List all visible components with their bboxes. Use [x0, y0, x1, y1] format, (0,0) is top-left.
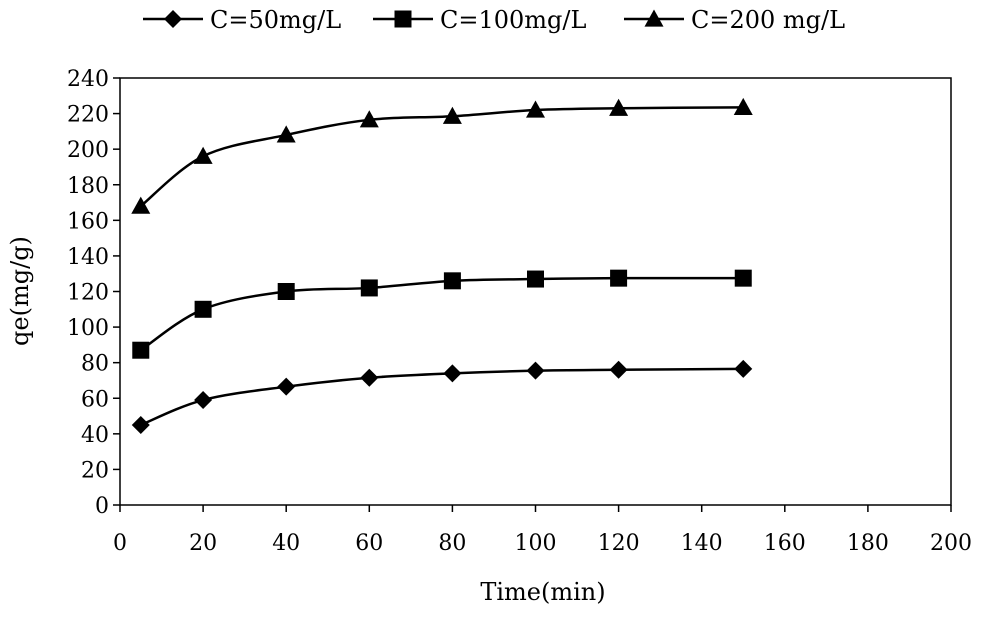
data-point: [734, 359, 753, 378]
x-axis-title: Time(min): [480, 578, 605, 606]
legend-label: C=100mg/L: [440, 6, 586, 34]
data-point: [131, 415, 150, 434]
y-tick-label: 160: [67, 209, 109, 234]
y-tick-label: 120: [67, 281, 109, 306]
data-point: [526, 361, 545, 380]
y-tick-label: 140: [67, 245, 109, 270]
y-tick-label: 100: [67, 316, 109, 341]
legend-label: C=200 mg/L: [691, 6, 845, 34]
legend-item: C=200 mg/L: [624, 6, 845, 34]
data-point: [359, 110, 379, 128]
x-tick-label: 120: [598, 531, 640, 556]
x-tick-label: 40: [272, 531, 300, 556]
x-tick-label: 100: [515, 531, 557, 556]
x-tick-label: 140: [681, 531, 723, 556]
y-tick-label: 0: [95, 494, 109, 519]
data-point: [526, 100, 545, 118]
data-point: [194, 391, 213, 410]
data-point: [276, 125, 296, 143]
data-point: [734, 269, 752, 287]
y-tick-label: 40: [81, 423, 109, 448]
y-tick-label: 80: [81, 352, 109, 377]
legend-marker: [644, 9, 664, 27]
series-1: [131, 359, 753, 434]
plot-area: [119, 77, 952, 506]
x-tick-label: 0: [113, 531, 127, 556]
data-point: [131, 196, 151, 214]
series-2: [132, 269, 752, 359]
legend-label: C=50mg/L: [210, 6, 341, 34]
y-tick-label: 220: [67, 103, 109, 128]
data-point: [132, 341, 150, 359]
x-tick-label: 20: [189, 531, 217, 556]
data-point: [277, 283, 295, 300]
data-point: [193, 146, 213, 164]
y-tick-label: 60: [81, 387, 109, 412]
data-point: [733, 97, 753, 115]
y-axis-title: qe(mg/g): [6, 236, 34, 346]
series-layer: [131, 97, 753, 434]
x-tick-label: 60: [355, 531, 383, 556]
y-tick-label: 240: [67, 67, 109, 92]
legend-item: C=50mg/L: [143, 6, 341, 34]
x-axis: 0 20 40 60 80 100 120 140 160 180 200: [113, 505, 972, 556]
x-tick-label: 80: [438, 531, 466, 556]
legend-marker: [394, 10, 412, 28]
legend-item: C=100mg/L: [373, 6, 586, 34]
data-point: [194, 300, 212, 318]
x-tick-label: 180: [847, 531, 889, 556]
legend: C=50mg/L C=100mg/L C=200 mg/L: [143, 6, 845, 34]
data-point: [443, 272, 461, 290]
data-point: [610, 269, 628, 287]
data-point: [442, 106, 462, 124]
y-tick-label: 20: [81, 458, 109, 483]
data-point: [277, 377, 296, 396]
data-point: [360, 279, 378, 297]
data-point: [527, 270, 544, 288]
legend-marker: [164, 10, 182, 28]
y-tick-label: 180: [67, 174, 109, 199]
data-point: [443, 364, 462, 383]
y-tick-label: 200: [67, 138, 109, 163]
y-axis: 0 20 40 60 80 100 120 140 160 180 200 220 240: [67, 67, 120, 519]
data-point: [609, 98, 629, 116]
data-point: [360, 368, 379, 387]
x-tick-label: 160: [764, 531, 806, 556]
series-3: [131, 97, 753, 214]
data-point: [609, 360, 628, 379]
x-tick-label: 200: [930, 531, 972, 556]
